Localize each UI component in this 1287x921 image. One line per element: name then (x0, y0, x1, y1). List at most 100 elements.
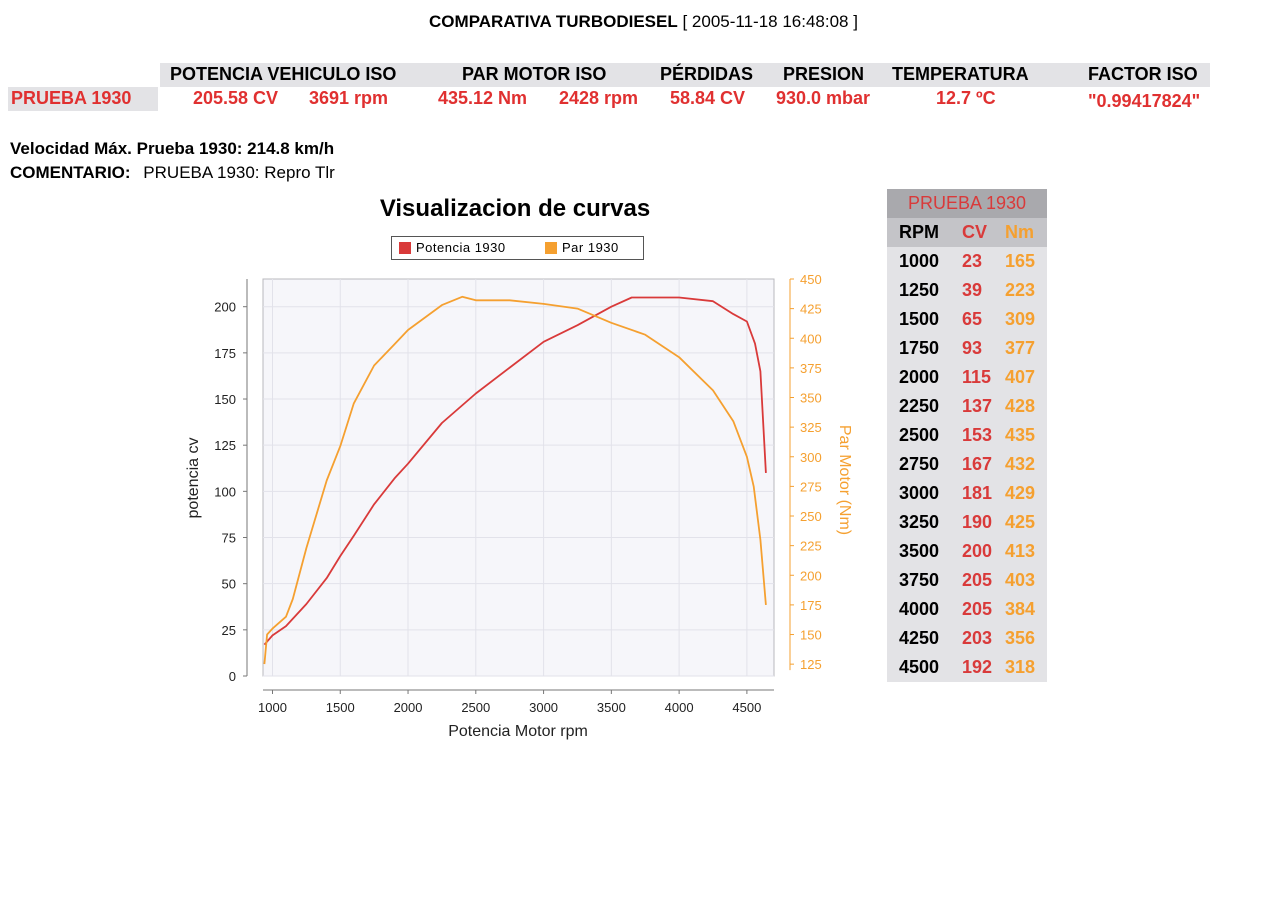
table-cell-nm: 403 (1005, 570, 1036, 590)
table-cell-rpm: 4250 (899, 628, 940, 648)
rpm-table: PRUEBA 1930 RPM CV Nm 1000 23 165 1250 39 223… (887, 189, 1047, 682)
y-axis-label: potencia cv (185, 438, 202, 519)
x-axis-label: Potencia Motor rpm (448, 723, 588, 740)
table-row: 1000 23 165 (887, 247, 1047, 276)
table-cell-cv: 65 (962, 309, 983, 329)
y-tick-label: 25 (222, 623, 236, 638)
table-cell-nm: 223 (1005, 280, 1036, 300)
iso-factor-value: "0.99417824" (1088, 91, 1201, 111)
table-cell-rpm: 3000 (899, 483, 940, 503)
test-name-bg (8, 87, 158, 111)
table-row: 3250 190 425 (887, 508, 1047, 537)
test-name: PRUEBA 1930 (11, 88, 132, 108)
table-cell-rpm: 3250 (899, 512, 940, 532)
y2-tick-label: 150 (800, 628, 822, 643)
table-cell-rpm: 4000 (899, 599, 940, 619)
y-tick-label: 200 (214, 300, 236, 315)
table-title-row: PRUEBA 1930 (887, 189, 1047, 218)
temperature-value: 12.7 ºC (936, 88, 996, 108)
chart-legend: Potencia 1930 Par 1930 (391, 236, 644, 260)
header-par-motor: PAR MOTOR ISO (462, 64, 607, 84)
y2-tick-label: 350 (800, 391, 822, 406)
y2-tick-label: 450 (800, 272, 822, 287)
header-temperatura: TEMPERATURA (892, 64, 1029, 84)
table-cell-nm: 428 (1005, 396, 1036, 416)
y2-tick-label: 175 (800, 598, 822, 613)
table-row: 4000 205 384 (887, 595, 1047, 624)
comment-label: COMENTARIO: (10, 163, 131, 182)
series-line-power (263, 296, 767, 646)
table-row: 2750 167 432 (887, 450, 1047, 479)
table-cell-cv: 205 (962, 599, 993, 619)
table-cell-nm: 425 (1005, 512, 1036, 532)
power-value: 205.58 CV (193, 88, 279, 108)
table-row: 2250 137 428 (887, 392, 1047, 421)
report-timestamp: [ 2005-11-18 16:48:08 ] (682, 12, 858, 31)
table-cell-cv: 137 (962, 396, 993, 416)
table-header-rpm: RPM (899, 222, 939, 242)
table-cell-nm: 377 (1005, 338, 1036, 358)
comment-value: PRUEBA 1930: Repro Tlr (143, 163, 335, 182)
table-row: 1500 65 309 (887, 305, 1047, 334)
x-tick-label: 1500 (326, 700, 355, 715)
table-cell-rpm: 2000 (899, 367, 940, 387)
table-cell-nm: 165 (1005, 251, 1036, 271)
table-row: 4250 203 356 (887, 624, 1047, 653)
header-presion: PRESION (783, 64, 865, 84)
pressure-value: 930.0 mbar (776, 88, 871, 108)
table-cell-cv: 115 (962, 367, 992, 387)
y-tick-label: 150 (214, 392, 236, 407)
x-tick-label: 3500 (597, 700, 626, 715)
x-tick-label: 1000 (258, 700, 287, 715)
table-body: 1000 23 165 1250 39 223 1500 65 309 1750 93 377 2000… (887, 247, 1047, 682)
table-row: 1250 39 223 (887, 276, 1047, 305)
y2-tick-label: 425 (800, 302, 822, 317)
table-cell-rpm: 3500 (899, 541, 940, 561)
header-factor-iso: FACTOR ISO (1088, 64, 1198, 84)
y-tick-label: 75 (222, 531, 236, 546)
x-tick-label: 2000 (394, 700, 423, 715)
table-cell-cv: 39 (962, 280, 983, 300)
table-row: 3000 181 429 (887, 479, 1047, 508)
losses-value: 58.84 CV (670, 88, 746, 108)
legend-swatch-torque (545, 242, 557, 254)
y-tick-label: 50 (222, 577, 236, 592)
table-cell-cv: 192 (962, 657, 993, 677)
table-cell-nm: 356 (1005, 628, 1036, 648)
table-cell-nm: 429 (1005, 483, 1036, 503)
y2-axis-label: Par Motor (Nm) (836, 425, 853, 535)
table-cell-cv: 181 (962, 483, 993, 503)
report-title: COMPARATIVA TURBODIESEL (429, 12, 678, 31)
table-cell-rpm: 1750 (899, 338, 940, 358)
table-cell-nm: 309 (1005, 309, 1036, 329)
summary-header-bar (160, 63, 1210, 87)
comment-line: COMENTARIO: PRUEBA 1930: Repro Tlr (10, 163, 335, 183)
table-cell-nm: 407 (1005, 367, 1036, 387)
y2-tick-label: 125 (800, 657, 822, 672)
plot-area (262, 278, 775, 677)
torque-rpm-value: 2428 rpm (559, 88, 639, 108)
table-cell-rpm: 1250 (899, 280, 940, 300)
table-cell-rpm: 4500 (899, 657, 940, 677)
x-tick-label: 4000 (665, 700, 694, 715)
y2-tick-label: 300 (800, 450, 822, 465)
header-potencia: POTENCIA VEHICULO ISO (170, 64, 397, 84)
table-header-row: RPM CV Nm (887, 218, 1047, 247)
table-cell-rpm: 2500 (899, 425, 940, 445)
report-header: COMPARATIVA TURBODIESEL [ 2005-11-18 16:… (0, 12, 1287, 32)
x-tick-label: 4500 (732, 700, 761, 715)
table-cell-cv: 205 (962, 570, 993, 590)
table-row: 1750 93 377 (887, 334, 1047, 363)
y2-tick-label: 400 (800, 331, 822, 346)
table-cell-nm: 413 (1005, 541, 1036, 561)
table-cell-cv: 153 (962, 425, 993, 445)
legend-label-torque: Par 1930 (562, 240, 619, 255)
table-header-nm: Nm (1005, 222, 1035, 242)
table-row: 2000 115 407 (887, 363, 1047, 392)
table-row: 2500 153 435 (887, 421, 1047, 450)
series-line-torque (263, 295, 767, 665)
table-cell-cv: 93 (962, 338, 983, 358)
y2-tick-label: 200 (800, 568, 822, 583)
table-cell-rpm: 1000 (899, 251, 940, 271)
table-cell-rpm: 2750 (899, 454, 940, 474)
